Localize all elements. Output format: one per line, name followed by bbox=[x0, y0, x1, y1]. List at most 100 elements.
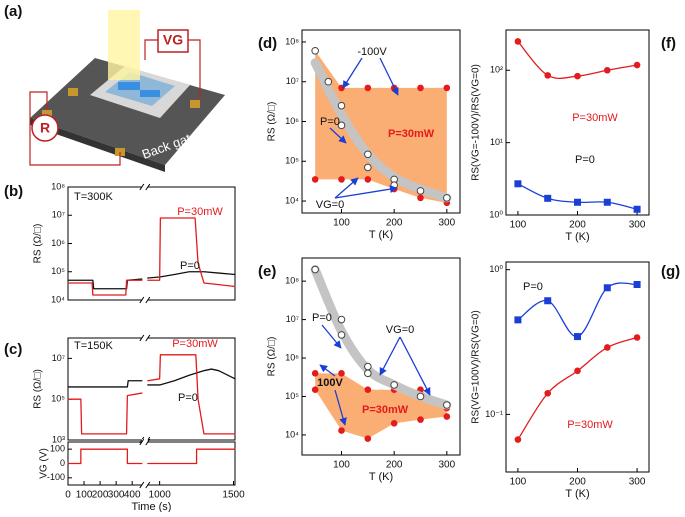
x-axis-label: T (K) bbox=[369, 471, 393, 483]
data-point bbox=[574, 367, 581, 375]
data-point bbox=[544, 389, 552, 397]
light-beam bbox=[108, 10, 140, 80]
axis-break bbox=[139, 481, 151, 489]
panel-label: (b) bbox=[4, 183, 23, 200]
y-tick-label: 10⁴ bbox=[51, 294, 65, 304]
data-point bbox=[337, 315, 346, 324]
data-point bbox=[443, 413, 451, 420]
pad bbox=[68, 88, 78, 96]
data-point bbox=[364, 163, 372, 172]
annotation-arrow bbox=[319, 364, 336, 377]
annotation: P=30mW bbox=[567, 419, 613, 431]
annotation: P=0 bbox=[523, 281, 543, 293]
data-point bbox=[603, 344, 611, 351]
data-point bbox=[544, 72, 552, 79]
annotation-arrow bbox=[379, 57, 399, 96]
y-tick-label: 10¹ bbox=[490, 137, 503, 147]
annotation: T=150K bbox=[74, 340, 113, 352]
gate-label: VG bbox=[163, 32, 183, 48]
data-point bbox=[514, 436, 522, 443]
electrode bbox=[118, 82, 140, 90]
plot-frame bbox=[301, 257, 461, 456]
y-tick-label: 10⁶ bbox=[285, 352, 299, 362]
x-tick-label: 100 bbox=[76, 490, 93, 501]
annotation: P=0 bbox=[312, 312, 332, 324]
panel-label: (d) bbox=[258, 35, 277, 52]
x-tick-label: 200 bbox=[569, 220, 586, 231]
x-tick-label: 1000 bbox=[149, 490, 172, 501]
data-point bbox=[514, 180, 522, 188]
y-tick-label: 10⁷ bbox=[52, 210, 65, 220]
electrode bbox=[140, 90, 160, 97]
x-axis-label: T (K) bbox=[565, 488, 589, 500]
data-point bbox=[364, 369, 372, 378]
axis-break bbox=[139, 438, 151, 446]
plot-frame bbox=[67, 337, 236, 441]
annotation: P=30mW bbox=[572, 112, 618, 124]
y-tick-label: 10⁷ bbox=[286, 76, 299, 86]
annotation-arrow bbox=[334, 185, 398, 199]
data-point bbox=[324, 77, 333, 86]
x-tick-label: 400 bbox=[124, 490, 141, 501]
chart-panel: 10⁴ 10⁵ 10⁶ 10⁷ 10⁸ T=300K P=30mW P=0 (b) RS (Ω/□… bbox=[4, 181, 236, 304]
y-tick-label: 10² bbox=[490, 65, 503, 75]
x-tick-label: 1500 bbox=[222, 490, 245, 501]
chart-panel: 10⁻¹ 10⁰ 100 200 300 P=0 P=30mW (g) T (K) RS(VG=1… bbox=[471, 261, 680, 500]
y-tick-label: 10³ bbox=[52, 434, 65, 444]
x-tick-label: 300 bbox=[108, 490, 125, 501]
band-area bbox=[315, 50, 447, 203]
panel-label: (a) bbox=[4, 3, 22, 20]
data-point bbox=[311, 46, 319, 55]
data-point bbox=[514, 316, 522, 324]
x-tick-label: 300 bbox=[438, 218, 455, 229]
data-point bbox=[417, 84, 424, 92]
series-line bbox=[67, 368, 236, 388]
data-point bbox=[337, 331, 346, 339]
pad bbox=[190, 100, 200, 108]
y-tick-label: 10⁵ bbox=[285, 391, 299, 401]
annotation-arrow bbox=[334, 177, 359, 199]
data-point bbox=[544, 297, 552, 305]
annotation: P=0 bbox=[178, 392, 198, 404]
data-point bbox=[443, 194, 451, 202]
axis-break-gap bbox=[141, 335, 148, 341]
y-tick-label: 10⁸ bbox=[285, 36, 299, 46]
data-point bbox=[364, 435, 372, 442]
chart-panel: 10³ 10⁵ 10⁷ T=150K P=30mW P=0 (c) RS (Ω/□) bbox=[4, 334, 236, 444]
y-tick-label: -100 bbox=[47, 472, 65, 482]
data-point bbox=[574, 72, 581, 80]
annotation-arrow bbox=[342, 57, 363, 89]
data-point bbox=[338, 176, 345, 183]
pad bbox=[42, 110, 52, 118]
annotation: T=300K bbox=[74, 191, 113, 203]
y-tick-label: 10⁻¹ bbox=[485, 409, 503, 419]
data-point bbox=[603, 198, 611, 206]
y-axis-label: VG (V) bbox=[39, 448, 50, 479]
y-tick-label: 10⁸ bbox=[51, 181, 65, 191]
panel-label: (g) bbox=[661, 263, 680, 280]
y-tick-label: 10⁰ bbox=[489, 264, 503, 274]
y-axis-label: RS(VG=-100V)/RS(VG=0) bbox=[471, 64, 482, 181]
chart-panel: 10⁰ 10¹ 10² 100 200 300 P=30mW P=0 (f) T (K) RS(VG… bbox=[471, 29, 676, 243]
annotation: P=30mW bbox=[177, 206, 223, 218]
y-tick-label: 100 bbox=[50, 444, 65, 454]
y-tick-label: 10⁵ bbox=[51, 394, 65, 404]
wire bbox=[29, 91, 121, 166]
y-tick-label: 10⁶ bbox=[285, 116, 299, 126]
band-area bbox=[315, 373, 447, 439]
data-point bbox=[311, 265, 319, 274]
resistance-label: R bbox=[40, 120, 50, 136]
data-point bbox=[338, 427, 345, 434]
y-tick-label: 10⁴ bbox=[285, 429, 299, 439]
y-axis-label: RS (Ω/□) bbox=[267, 102, 278, 142]
x-tick-label: 100 bbox=[333, 218, 350, 229]
axis-break bbox=[139, 296, 151, 304]
data-point bbox=[544, 194, 552, 202]
board-edge bbox=[30, 118, 165, 172]
data-point bbox=[514, 38, 522, 45]
data-point bbox=[603, 284, 611, 292]
data-point bbox=[311, 370, 319, 377]
series-line bbox=[67, 217, 236, 296]
